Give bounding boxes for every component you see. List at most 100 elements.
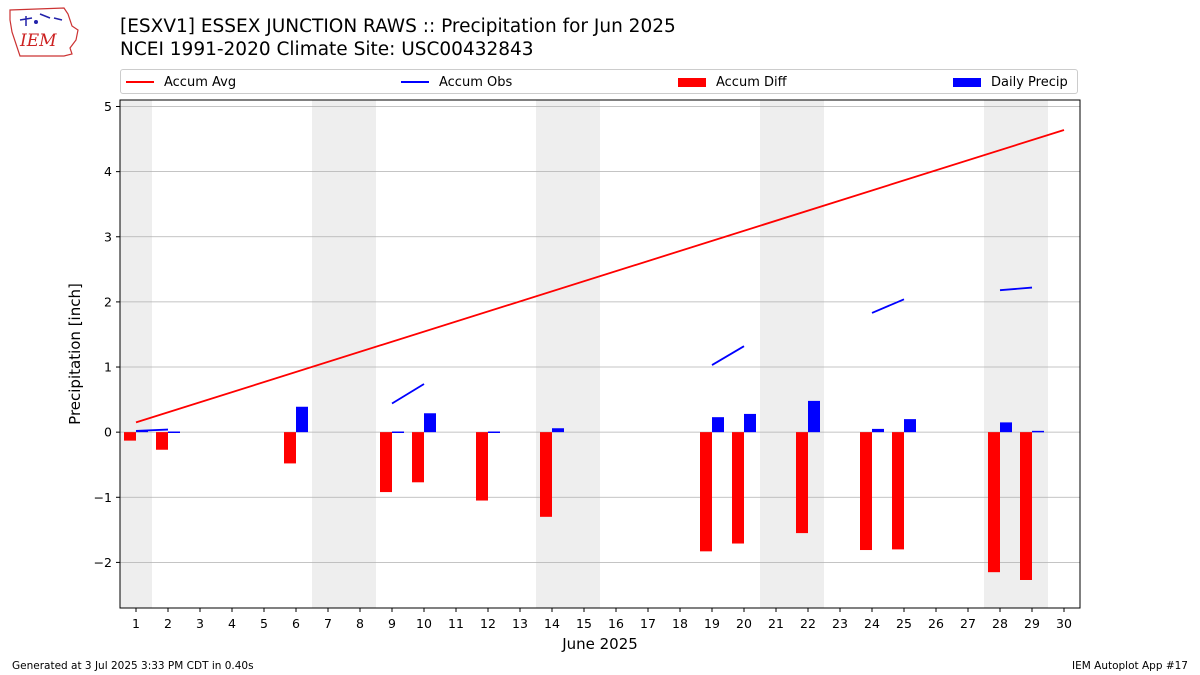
y-tick-label: 2 (104, 294, 112, 309)
x-tick-label: 21 (768, 616, 784, 631)
footer-generated: Generated at 3 Jul 2025 3:33 PM CDT in 0… (12, 660, 254, 672)
footer-app: IEM Autoplot App #17 (1072, 660, 1188, 672)
accum-diff-bar (1020, 432, 1032, 580)
legend-item-accum-diff: Accum Diff (678, 73, 787, 91)
y-tick-label: −2 (94, 555, 112, 570)
x-tick-label: 2 (164, 616, 172, 631)
legend-swatch (401, 81, 429, 83)
y-tick-label: 0 (104, 425, 112, 440)
accum-diff-bar (860, 432, 872, 551)
y-tick-label: 3 (104, 229, 112, 244)
iem-logo: IEM (6, 4, 82, 60)
x-tick-label: 17 (640, 616, 656, 631)
weekend-shading (120, 100, 1048, 608)
legend-item-daily-precip: Daily Precip (953, 73, 1068, 91)
accum-diff-bar (796, 432, 808, 534)
chart-subtitle: NCEI 1991-2020 Climate Site: USC00432843 (120, 39, 534, 60)
accum-obs-segment (391, 383, 425, 405)
legend: Accum Avg Accum Obs Accum Diff Daily Pre… (120, 69, 1078, 94)
legend-swatch (953, 77, 981, 87)
x-tick-label: 18 (672, 616, 688, 631)
x-tick-label: 27 (960, 616, 976, 631)
x-tick-label: 4 (228, 616, 236, 631)
x-tick-label: 28 (992, 616, 1008, 631)
lines (135, 129, 1065, 432)
accum-diff-bar (732, 432, 744, 544)
y-tick-label: 4 (104, 164, 112, 179)
accum-obs-segment (711, 345, 745, 366)
x-tick-label: 19 (704, 616, 720, 631)
iowa-map-icon: IEM (9, 7, 79, 57)
bars (124, 400, 1044, 580)
x-tick-label: 12 (480, 616, 496, 631)
daily-precip-bar (1000, 422, 1012, 433)
legend-item-accum-avg: Accum Avg (126, 73, 236, 91)
legend-item-accum-obs: Accum Obs (401, 73, 512, 91)
axis-ticks: 1 2 3 4 5 6 7 8 9 10 11 12 13 14 15 16 17 18 19 20 21 22 23 24 2… (94, 99, 1072, 631)
weekend-band (120, 100, 152, 608)
x-tick-label: 6 (292, 616, 300, 631)
accum-diff-bar (892, 432, 904, 550)
accum-diff-bar (700, 432, 712, 552)
daily-precip-bar (392, 431, 404, 434)
chart-title: [ESXV1] ESSEX JUNCTION RAWS :: Precipita… (120, 16, 676, 37)
x-tick-label: 13 (512, 616, 528, 631)
legend-label: Daily Precip (991, 74, 1068, 90)
logo-text: IEM (19, 31, 57, 51)
x-tick-label: 29 (1024, 616, 1040, 631)
daily-precip-bar (488, 431, 500, 434)
accum-diff-bar (380, 432, 392, 493)
x-tick-label: 9 (388, 616, 396, 631)
y-tick-label: 1 (104, 360, 112, 375)
daily-precip-bar (808, 400, 820, 433)
x-tick-label: 1 (132, 616, 140, 631)
x-tick-label: 30 (1056, 616, 1072, 631)
weekend-band (312, 100, 376, 608)
x-tick-label: 16 (608, 616, 624, 631)
x-tick-label: 14 (544, 616, 560, 631)
legend-swatch (126, 81, 154, 83)
accum-avg-line (135, 129, 1065, 424)
x-tick-label: 25 (896, 616, 912, 631)
accum-diff-bar (156, 432, 168, 450)
x-tick-label: 22 (800, 616, 816, 631)
x-tick-label: 5 (260, 616, 268, 631)
y-tick-label: −1 (94, 490, 112, 505)
legend-label: Accum Avg (164, 74, 237, 90)
y-tick-label: 5 (104, 99, 112, 114)
x-tick-label: 8 (356, 616, 364, 631)
plot-frame (119, 99, 1081, 609)
legend-swatch (678, 77, 706, 87)
daily-precip-bar (712, 417, 724, 433)
x-axis-label: June 2025 (561, 635, 638, 653)
x-tick-label: 10 (416, 616, 432, 631)
daily-precip-bar (1032, 430, 1044, 433)
x-tick-label: 11 (448, 616, 464, 631)
grid-lines (120, 106, 1080, 563)
accum-obs-segment (135, 428, 169, 432)
legend-label: Accum Obs (439, 74, 513, 90)
accum-diff-bar (540, 432, 552, 517)
y-axis-label: Precipitation [inch] (66, 283, 84, 425)
accum-diff-bar (988, 432, 1000, 573)
daily-precip-bar (168, 431, 180, 434)
daily-precip-bar (296, 406, 308, 433)
x-tick-label: 26 (928, 616, 944, 631)
x-tick-label: 7 (324, 616, 332, 631)
accum-obs-segment (999, 286, 1033, 292)
x-tick-label: 3 (196, 616, 204, 631)
daily-precip-bar (744, 413, 756, 433)
accum-obs-segment (871, 298, 905, 314)
x-tick-label: 23 (832, 616, 848, 631)
accum-diff-bar (124, 432, 136, 441)
x-tick-label: 15 (576, 616, 592, 631)
accum-diff-bar (476, 432, 488, 501)
accum-diff-bar (284, 432, 296, 464)
daily-precip-bar (872, 428, 884, 433)
legend-label: Accum Diff (716, 74, 787, 90)
daily-precip-bar (424, 413, 436, 433)
x-tick-label: 20 (736, 616, 752, 631)
daily-precip-bar (904, 419, 916, 433)
daily-precip-bar (552, 428, 564, 433)
